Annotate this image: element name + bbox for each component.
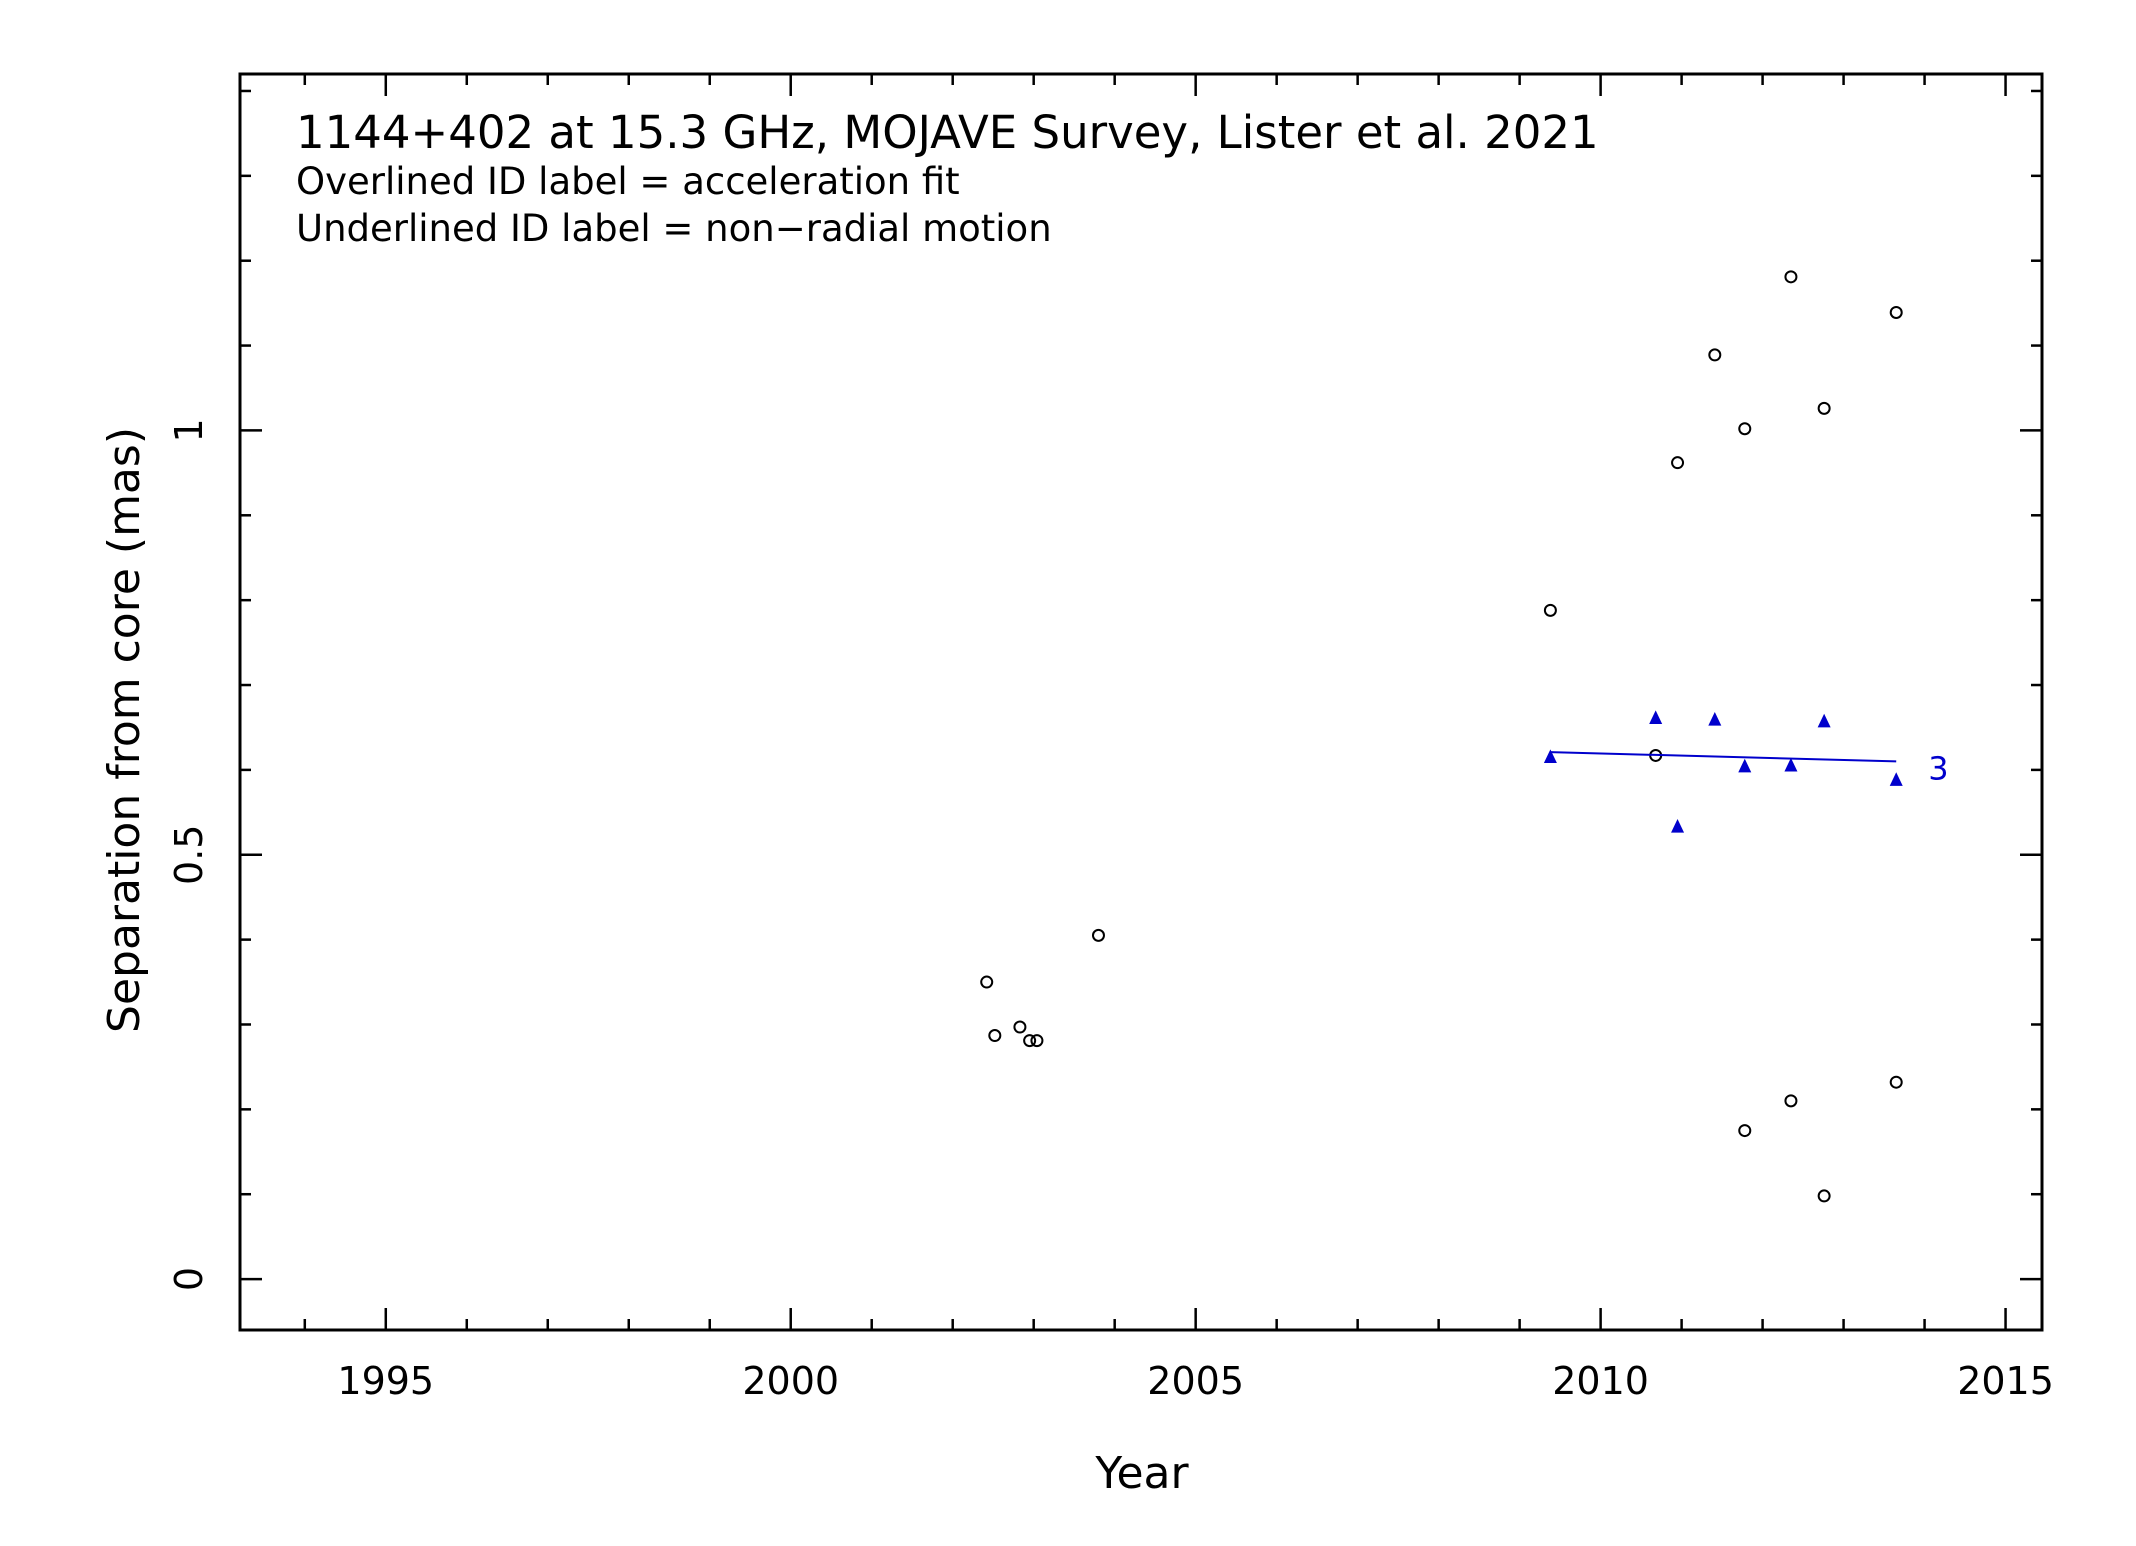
data-point-triangle bbox=[1784, 757, 1798, 772]
y-axis-label: Separation from core (mas) bbox=[99, 427, 150, 1033]
data-point-circle bbox=[1817, 401, 1831, 415]
axis-ticks: 1995 2000 2005 2010 2015 0 0.5 1 bbox=[167, 74, 2054, 1403]
data-point-triangle bbox=[1889, 772, 1903, 786]
note-non-radial-motion: Underlined ID label = non−radial motion bbox=[296, 207, 1052, 250]
data-point-triangle bbox=[1708, 712, 1722, 726]
x-tick-label: 2005 bbox=[1147, 1359, 1244, 1403]
plot-frame bbox=[238, 72, 2044, 1332]
x-tick-label: 2000 bbox=[742, 1359, 839, 1403]
x-tick-label: 1995 bbox=[337, 1359, 434, 1403]
data-point-triangle bbox=[1738, 758, 1752, 773]
x-tick-label: 2010 bbox=[1552, 1359, 1649, 1403]
fit-line-component-3 bbox=[1550, 751, 1897, 763]
data-point-triangle bbox=[1543, 749, 1557, 764]
data-point-circle bbox=[1013, 1020, 1027, 1034]
data-point-circle bbox=[1030, 1034, 1044, 1048]
data-point-circle bbox=[1784, 270, 1798, 284]
data-point-circle bbox=[988, 1029, 1002, 1043]
chart-title: 1144+402 at 15.3 GHz, MOJAVE Survey, Lis… bbox=[296, 106, 1599, 159]
x-tick-label: 2015 bbox=[1957, 1359, 2054, 1403]
y-tick-label: 0 bbox=[167, 1267, 211, 1291]
data-point-circle bbox=[1784, 1094, 1798, 1108]
data-point-circle bbox=[1817, 1189, 1831, 1203]
data-point-circle bbox=[1543, 603, 1557, 617]
data-point-circle bbox=[1091, 928, 1105, 942]
note-acceleration-fit: Overlined ID label = acceleration fit bbox=[296, 160, 960, 203]
data-point-circle bbox=[1708, 348, 1722, 362]
data-point-triangle bbox=[1817, 713, 1831, 728]
y-tick-label: 1 bbox=[167, 418, 211, 442]
x-axis-label: Year bbox=[1094, 1448, 1189, 1499]
data-point-circle bbox=[1889, 305, 1903, 319]
component-id-label: 3 bbox=[1928, 749, 1948, 787]
data-point-circle bbox=[1738, 1124, 1752, 1138]
axes bbox=[238, 72, 2044, 1332]
data-point-circle bbox=[980, 975, 994, 989]
data-point-circle bbox=[1671, 456, 1685, 470]
y-tick-label: 0.5 bbox=[167, 825, 211, 885]
data-point-circle bbox=[1023, 1034, 1037, 1048]
data-point-triangle bbox=[1649, 710, 1663, 724]
data-point-circle bbox=[1889, 1075, 1903, 1089]
data-point-triangle bbox=[1671, 818, 1685, 833]
data-marks: 3 bbox=[980, 270, 1949, 1203]
data-point-circle bbox=[1738, 422, 1752, 436]
